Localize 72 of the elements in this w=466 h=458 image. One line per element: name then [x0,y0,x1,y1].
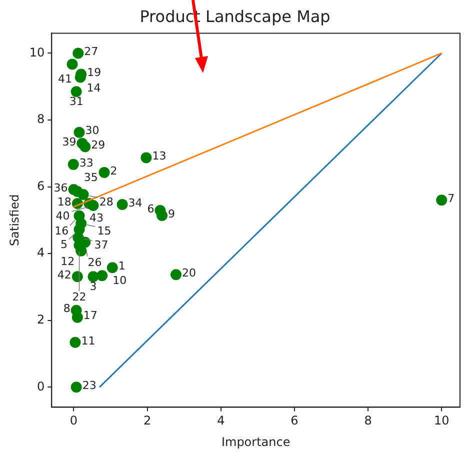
annotation: 8 [63,302,70,316]
annotation: 15 [97,224,112,238]
x-tick-label: 0 [70,414,78,428]
annotation: 12 [60,255,75,268]
point [78,188,89,200]
x-axis-title: Importance [221,434,290,449]
point [74,126,85,138]
point [70,86,82,98]
annotation: 43 [89,212,104,225]
annotation: 29 [91,138,106,152]
annotation: 31 [69,94,84,108]
annotation: 11 [81,334,96,348]
y-tick-label: 10 [29,45,45,60]
annotation: 35 [84,170,98,184]
point [66,58,78,70]
point [72,48,84,59]
annotation: 30 [85,124,100,138]
annotation: 20 [182,266,196,280]
annotation: 34 [128,196,142,210]
point [88,271,99,282]
x-tick-label: 10 [434,414,450,428]
point [70,382,82,393]
annotation: 41 [58,72,72,86]
annotation: 23 [82,379,96,392]
annotation: 37 [94,238,108,252]
point [72,271,83,282]
y-tick-label: 2 [37,312,45,327]
annotation: 40 [56,209,70,222]
annotation: 14 [86,82,101,95]
point [140,152,152,164]
annotation: 36 [54,181,68,194]
point [106,262,118,274]
y-axis-title: Satisfied [7,194,22,246]
point [116,199,128,210]
y-tick-label: 8 [37,112,45,126]
y-tick-label: 4 [37,246,45,260]
point [156,210,168,222]
annotation: 22 [72,290,86,304]
annotation: 3 [90,280,97,293]
annotation: 16 [54,224,69,238]
point [96,270,108,282]
point [98,166,110,178]
point [80,141,91,152]
annotation: 10 [112,274,127,288]
annotation: 42 [57,268,72,282]
annotation: 5 [60,238,68,252]
annotation: 13 [152,150,166,163]
point [436,194,448,206]
point [70,336,81,348]
annotation: 1 [118,259,126,272]
annotation: 28 [99,195,114,208]
x-tick-label: 6 [290,414,298,428]
x-tick-label: 8 [364,414,372,428]
annotation: 7 [448,192,455,206]
y-tick-label: 6 [37,178,45,193]
annotation: 33 [79,156,94,170]
annotation: 9 [168,207,176,220]
annotation: 2 [110,164,118,178]
point [72,312,83,323]
annotation: 19 [87,66,102,80]
annotation: 18 [57,195,72,208]
annotation: 27 [84,45,98,58]
x-tick-label: 4 [217,414,225,428]
point [88,200,99,212]
annotation: 6 [147,202,154,216]
annotation: 39 [62,135,76,148]
x-tick-label: 2 [143,414,152,428]
annotation: 26 [88,256,102,269]
y-tick-label: 0 [37,379,45,394]
point [170,269,182,280]
point [68,158,79,170]
annotation: 17 [83,309,98,322]
